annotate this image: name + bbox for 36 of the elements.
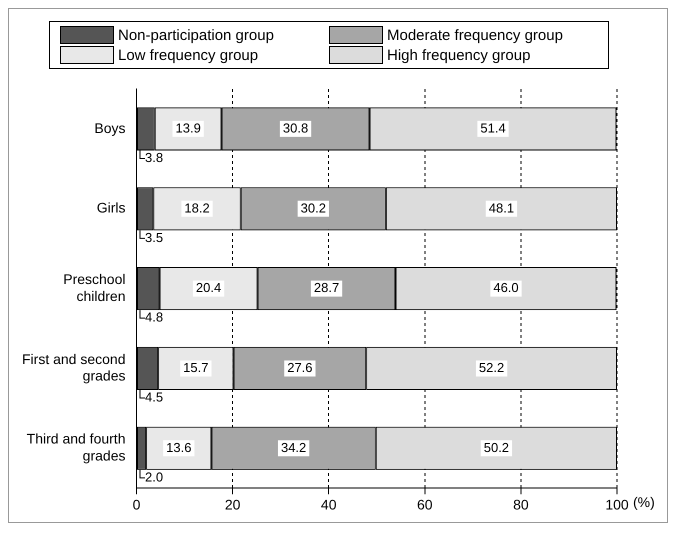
data-label: 4.8 <box>144 310 164 325</box>
x-tick-label: 60 <box>417 496 433 512</box>
data-label: 15.7 <box>183 360 208 376</box>
data-label: 20.4 <box>196 280 222 296</box>
legend-label: Non-participation group <box>118 26 274 44</box>
x-axis-title: (%) <box>633 494 655 510</box>
data-label: 30.8 <box>282 120 308 136</box>
legend-label: High frequency group <box>386 46 530 64</box>
x-tick-label: 40 <box>320 496 337 512</box>
data-label: 3.8 <box>144 150 164 166</box>
legend-label: Moderate frequency group <box>386 26 563 44</box>
data-label: 27.6 <box>287 360 313 376</box>
y-tick-label: Girls <box>96 200 126 216</box>
x-tick-label: 0 <box>132 496 141 512</box>
data-label: 18.2 <box>184 200 210 216</box>
data-label: 4.5 <box>144 390 164 405</box>
data-label: 48.1 <box>488 200 514 216</box>
data-label: 51.4 <box>480 120 506 136</box>
y-tick-label: First and second grades <box>22 350 126 384</box>
data-label: 13.6 <box>166 440 192 455</box>
y-tick-label: Boys <box>94 120 126 136</box>
y-tick-label: Third and fourth grades <box>26 430 126 464</box>
data-label: 2.0 <box>144 469 164 484</box>
data-label: 28.7 <box>314 280 340 296</box>
data-label: 46.0 <box>493 280 519 296</box>
data-label: 3.5 <box>144 230 164 245</box>
x-tick-label: 100 <box>605 496 629 512</box>
x-tick-label: 80 <box>513 496 529 512</box>
data-label: 50.2 <box>484 440 510 455</box>
x-tick-label: 20 <box>224 496 241 512</box>
data-label: 52.2 <box>478 360 504 376</box>
y-tick-label: Preschool children <box>63 271 126 304</box>
data-label: 13.9 <box>175 120 201 136</box>
legend-label: Low frequency group <box>118 46 258 64</box>
data-label: 30.2 <box>300 200 326 216</box>
data-label: 34.2 <box>280 440 306 455</box>
